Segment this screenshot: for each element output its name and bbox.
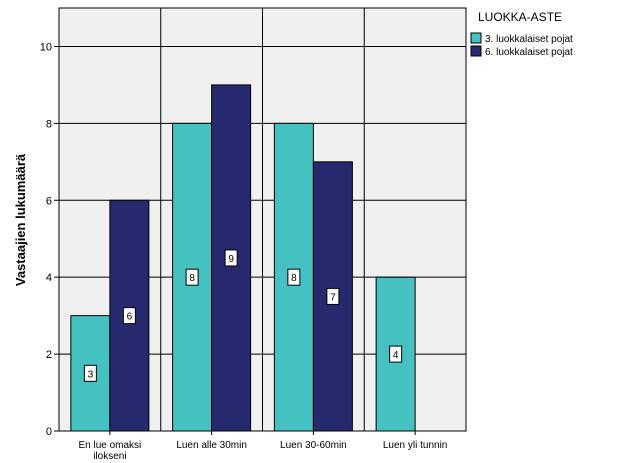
y-tick-label: 10	[40, 41, 52, 53]
legend-title: LUOKKA-ASTE	[478, 10, 562, 24]
data-label: 7	[330, 292, 336, 303]
y-tick-label: 4	[46, 272, 52, 284]
x-tick-label: Luen yli tunnin	[383, 440, 448, 451]
x-tick-label: En lue omaksi ilokseni	[78, 440, 141, 462]
legend-entry: 3. luokkalaiset pojat	[485, 34, 573, 45]
y-axis: 0 2 4 6 8 10	[40, 41, 59, 438]
data-label: 8	[189, 273, 195, 284]
y-axis-label: Vastaajien lukumäärä	[13, 153, 28, 286]
data-label: 8	[291, 273, 297, 284]
y-tick-label: 2	[46, 349, 52, 361]
data-label-box	[287, 268, 301, 286]
x-tick-label: Luen alle 30min	[176, 440, 247, 451]
data-label: 9	[228, 254, 234, 265]
data-label-box	[122, 307, 136, 325]
data-label-box	[326, 287, 340, 305]
legend-entry: 6. luokkalaiset pojat	[485, 47, 573, 58]
legend-swatch	[470, 32, 482, 44]
data-label-box	[185, 268, 199, 286]
x-tick-label: Luen 30-60min	[280, 440, 347, 451]
legend-swatch	[470, 45, 482, 57]
data-label: 6	[127, 312, 133, 323]
data-label-box	[83, 364, 97, 382]
y-tick-label: 0	[46, 426, 52, 438]
data-label-box	[224, 249, 238, 267]
data-label-box	[389, 345, 403, 363]
y-tick-label: 6	[46, 195, 52, 207]
data-label: 3	[88, 369, 94, 380]
legend: LUOKKA-ASTE 3. luokkalaiset pojat 6. luok…	[470, 10, 573, 58]
data-label: 4	[393, 350, 399, 361]
y-tick-label: 8	[46, 118, 52, 130]
x-axis: En lue omaksi ilokseni Luen alle 30min Luen…	[78, 431, 447, 462]
bars: 3 6 8 9 8 7 4	[70, 84, 416, 432]
